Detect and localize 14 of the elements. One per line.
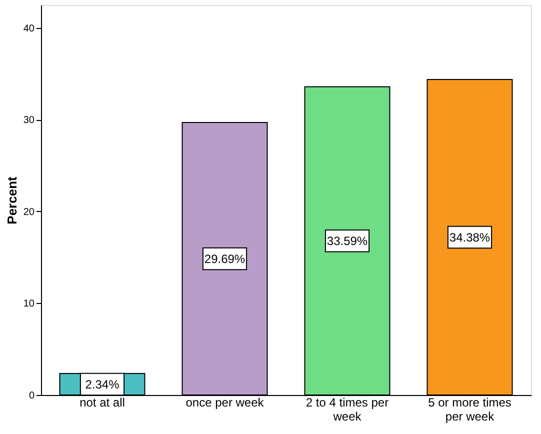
data-label: 29.69%	[204, 252, 246, 266]
y-tick-label: 20	[23, 206, 35, 218]
data-label: 34.38%	[449, 230, 490, 244]
x-tick-label: not at all	[80, 396, 125, 410]
x-tick-label: once per week	[186, 396, 265, 410]
x-tick-label: 5 or more times per week	[428, 396, 512, 424]
x-tick-label: 2 to 4 times per week	[306, 396, 389, 424]
y-tick-label: 30	[23, 115, 35, 126]
y-tick-label: 10	[23, 298, 35, 310]
data-label: 2.34%	[85, 377, 120, 392]
y-tick-label: 0	[28, 390, 35, 402]
data-label: 33.59%	[326, 234, 368, 248]
y-axis-title: Percent	[4, 176, 20, 224]
y-tick-label: 40	[23, 23, 35, 34]
